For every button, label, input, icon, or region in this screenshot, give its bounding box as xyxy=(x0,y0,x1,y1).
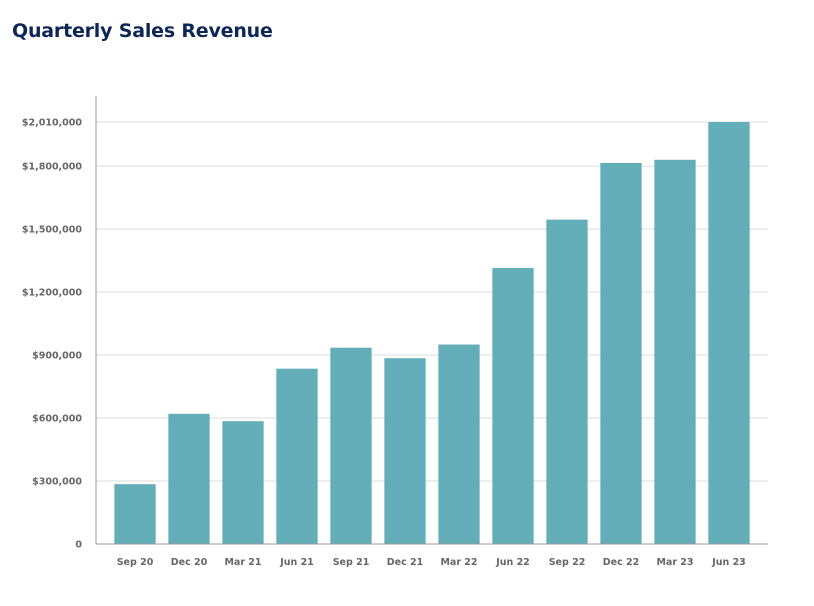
y-tick-label: $2,010,000 xyxy=(22,118,82,129)
y-tick-label: $1,200,000 xyxy=(22,288,82,299)
x-tick-label: Mar 23 xyxy=(656,557,693,568)
bar xyxy=(330,347,372,544)
y-tick-label: $1,800,000 xyxy=(22,162,82,173)
x-tick-label: Dec 20 xyxy=(171,557,208,568)
bar xyxy=(438,344,480,544)
x-tick-label: Jun 23 xyxy=(711,557,746,568)
x-tick-label: Jun 21 xyxy=(279,557,314,568)
y-axis-ticks: 0 $300,000 $600,000 $900,000 $1,200,000 $1,50… xyxy=(22,118,82,551)
y-tick-label: $900,000 xyxy=(32,351,82,362)
y-tick-label: 0 xyxy=(75,540,82,551)
y-tick-label: $1,500,000 xyxy=(22,225,82,236)
bar xyxy=(546,219,588,544)
bar xyxy=(222,421,264,544)
bar xyxy=(708,122,750,544)
bar xyxy=(492,267,534,544)
x-tick-label: Dec 21 xyxy=(387,557,424,568)
y-tick-label: $300,000 xyxy=(32,477,82,488)
x-tick-label: Mar 21 xyxy=(224,557,261,568)
bar xyxy=(114,484,156,544)
bar xyxy=(384,358,426,544)
x-tick-label: Mar 22 xyxy=(440,557,477,568)
bar xyxy=(600,162,642,544)
x-tick-label: Sep 21 xyxy=(333,557,370,568)
y-tick-label: $600,000 xyxy=(32,414,82,425)
chart-title: Quarterly Sales Revenue xyxy=(12,20,273,42)
bar xyxy=(168,413,210,544)
bar xyxy=(276,368,318,544)
x-tick-label: Dec 22 xyxy=(603,557,640,568)
bars xyxy=(114,122,750,544)
x-tick-label: Jun 22 xyxy=(495,557,530,568)
x-tick-label: Sep 22 xyxy=(549,557,586,568)
x-tick-label: Sep 20 xyxy=(117,557,154,568)
bar xyxy=(654,159,696,544)
x-axis-ticks: Sep 20 Dec 20 Mar 21 Jun 21 Sep 21 Dec 21 Mar … xyxy=(117,557,746,568)
